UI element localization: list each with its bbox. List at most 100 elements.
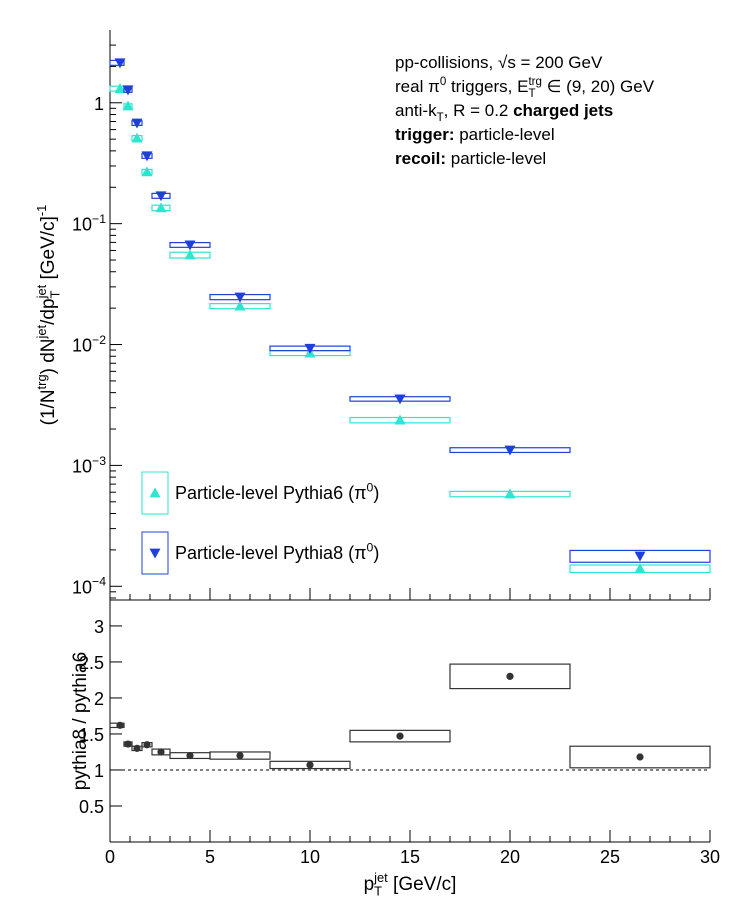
- legend-label-part: Particle-level Pythia6 (π: [175, 483, 367, 503]
- y-axis-label: (1/Ntrg) dNjet/dpTjet [GeV/c]-1: [34, 205, 63, 426]
- marker: [122, 100, 134, 111]
- marker: [504, 488, 516, 499]
- uncertainty-box: [109, 722, 125, 729]
- x-tick-label: 5: [205, 847, 215, 867]
- uncertainty-box: [209, 751, 271, 760]
- y-axis-label-part: (1/N: [38, 389, 59, 425]
- annotation-part: , R = 0.2: [444, 101, 513, 120]
- legend-label-part: 0: [367, 480, 374, 494]
- annotation-part: particle-level: [446, 149, 546, 168]
- y-axis-label-part: jet: [34, 284, 49, 299]
- marker: [634, 551, 646, 562]
- y-tick-label-part: 10: [72, 215, 92, 235]
- annotation-part: recoil:: [395, 149, 446, 168]
- y-tick-label: 2.5: [79, 653, 104, 673]
- marker: [114, 58, 126, 69]
- x-tick-label: 15: [400, 847, 420, 867]
- marker: [143, 741, 151, 749]
- uncertainty-box: [449, 663, 571, 690]
- x-axis-label-part: [GeV/c]: [388, 874, 457, 895]
- marker: [394, 414, 406, 425]
- marker: [131, 132, 143, 143]
- y-tick-label: 10−3: [72, 454, 106, 477]
- legend-box: [141, 471, 169, 515]
- uncertainty-box: [269, 760, 351, 770]
- marker: [506, 672, 514, 680]
- y-axis-label-part: [GeV/c]: [38, 216, 59, 285]
- marker: [141, 151, 153, 162]
- y-axis-label-part: /dp: [38, 298, 59, 324]
- y-axis-label: pythia8 / pythia6: [70, 652, 91, 790]
- annotation: anti-kT, R = 0.2 charged jets: [395, 101, 613, 124]
- annotation-part: trigger:: [395, 125, 455, 144]
- annotation: real π0 triggers, ETtrg ∈ (9, 20) GeV: [395, 76, 655, 100]
- y-axis-label-part: ) dN: [38, 338, 59, 374]
- uncertainty-box: [569, 549, 711, 563]
- legend-label-part: ): [373, 543, 379, 563]
- y-tick-label-part: −3: [92, 454, 106, 468]
- annotation-part: triggers, E: [446, 77, 528, 96]
- y-tick-label: 2: [94, 689, 104, 709]
- annotation: trigger: particle-level: [395, 125, 555, 144]
- legend-label-part: 0: [367, 540, 374, 554]
- annotation-part: particle-level: [455, 125, 555, 144]
- annotation-part: T: [528, 88, 535, 100]
- y-axis-label-part: pythia8 / pythia6: [70, 652, 91, 790]
- marker: [116, 721, 124, 729]
- marker: [157, 748, 165, 756]
- x-axis-label: pTjet [GeV/c]: [364, 870, 457, 899]
- y-axis-label-part: -1: [34, 205, 49, 216]
- uncertainty-box: [569, 745, 711, 769]
- marker: [636, 753, 644, 761]
- annotation-part: anti-k: [395, 101, 437, 120]
- y-axis-label-part: T: [48, 290, 63, 298]
- y-tick-label-part: 10: [72, 336, 92, 356]
- y-tick-label: 10−2: [72, 333, 106, 356]
- annotation-part: real π: [395, 77, 440, 96]
- y-tick-label: 10−1: [72, 212, 106, 235]
- marker: [124, 740, 132, 748]
- marker: [184, 249, 196, 260]
- marker: [186, 751, 194, 760]
- marker: [306, 761, 314, 769]
- annotation-part: pp-collisions, √s = 200 GeV: [395, 53, 603, 72]
- marker: [236, 751, 244, 760]
- marker: [133, 744, 141, 752]
- legend-marker: [149, 548, 161, 559]
- annotation-part: charged jets: [513, 101, 613, 120]
- x-tick-label: 30: [700, 847, 720, 867]
- marker: [155, 191, 167, 202]
- legend-label-part: ): [373, 483, 379, 503]
- y-tick-label-part: 10: [72, 577, 92, 597]
- legend-label: Particle-level Pythia8 (π0): [175, 540, 379, 563]
- legend-box: [141, 531, 169, 575]
- y-axis-label-part: trg: [34, 374, 49, 389]
- y-tick-label: 1: [94, 761, 104, 781]
- x-axis-label-part: p: [364, 874, 375, 895]
- marker: [114, 83, 126, 93]
- y-tick-label-part: 10: [72, 456, 92, 476]
- annotation: recoil: particle-level: [395, 149, 546, 168]
- legend-marker: [149, 487, 161, 498]
- marker: [234, 300, 246, 311]
- annotation-part: ∈ (9, 20) GeV: [542, 77, 655, 96]
- marker: [634, 563, 646, 574]
- marker: [304, 343, 316, 354]
- marker: [234, 292, 246, 303]
- y-tick-label: 10−4: [72, 575, 106, 598]
- uncertainty-box: [349, 729, 451, 743]
- legend-label: Particle-level Pythia6 (π0): [175, 480, 379, 503]
- marker: [122, 85, 134, 96]
- y-tick-label: 0.5: [79, 797, 104, 817]
- y-axis-label-part: jet: [34, 324, 49, 339]
- marker: [141, 166, 153, 177]
- y-tick-label-part: −4: [92, 575, 106, 589]
- marker: [131, 118, 143, 129]
- marker: [504, 445, 516, 456]
- x-tick-label: 0: [105, 847, 115, 867]
- legend-label-part: Particle-level Pythia8 (π: [175, 543, 367, 563]
- x-tick-label: 10: [300, 847, 320, 867]
- y-tick-label: 1.5: [79, 725, 104, 745]
- x-axis-label-part: T: [374, 884, 382, 899]
